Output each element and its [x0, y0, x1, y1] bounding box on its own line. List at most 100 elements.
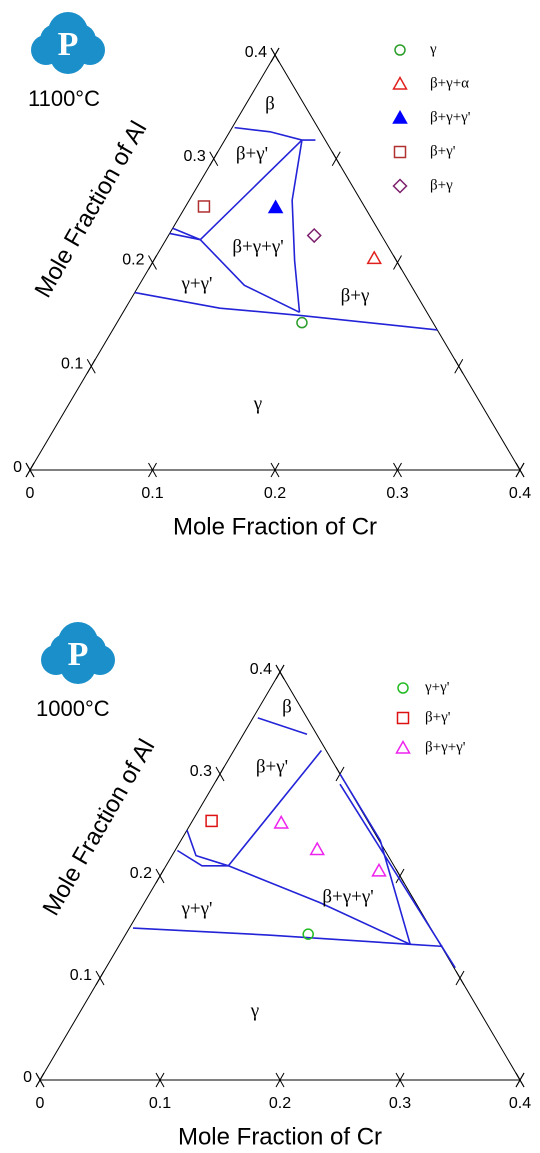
y-tick-label: 0.2 [122, 252, 144, 269]
legend-marker [397, 682, 409, 694]
region-label: β+γ' [236, 143, 268, 164]
region-label: β [265, 93, 275, 114]
x-tick-label: 0.4 [509, 1095, 531, 1112]
region-label: γ+γ' [181, 898, 213, 919]
legend-label: γ [429, 41, 437, 57]
legend-label: β+γ+γ' [430, 109, 471, 125]
x-tick-label: 0.1 [149, 1095, 171, 1112]
x-tick-label: 0.3 [386, 485, 408, 502]
tick-mark [393, 462, 402, 478]
logo-shape [50, 634, 82, 666]
data-point [205, 814, 218, 828]
data-point [309, 841, 325, 856]
legend-marker [392, 178, 408, 194]
data-point [371, 862, 387, 877]
tick-mark [331, 151, 341, 166]
logo-text: P [58, 26, 79, 63]
phase-boundary [339, 773, 411, 945]
y-tick-label: 0.2 [130, 865, 152, 882]
tick-mark [270, 47, 280, 63]
phase-boundary [228, 865, 411, 946]
tick-mark [35, 1072, 45, 1088]
tick-mark [86, 359, 96, 374]
triangle-frame [39, 671, 521, 1081]
y-tick-label: 0.1 [61, 355, 83, 372]
x-tick-label: 0.3 [389, 1095, 411, 1112]
temperature: 1100°C [28, 86, 100, 111]
tick-mark [515, 1072, 525, 1088]
x-tick-label: 0.2 [264, 485, 286, 502]
data-point [197, 200, 211, 213]
phase-boundary [234, 126, 316, 141]
tick-mark [155, 868, 165, 884]
logo-shape [64, 24, 96, 56]
tick-mark [395, 868, 405, 884]
region-label: β+γ+γ' [322, 886, 373, 907]
tick-mark [25, 462, 35, 478]
logo-shape [40, 24, 72, 56]
tick-mark [275, 1072, 285, 1088]
temperature: 1000°C [36, 696, 110, 721]
y-tick-label: 0.3 [190, 763, 212, 780]
tick-mark [275, 664, 285, 680]
region-label: β [282, 696, 292, 717]
data-point [267, 199, 284, 214]
data-point [306, 227, 322, 244]
y-tick-label: 0 [13, 459, 22, 476]
data-point [296, 316, 308, 329]
data-point [302, 928, 314, 940]
y-tick-label: 0.3 [184, 148, 206, 165]
region-label: γ+γ' [181, 273, 213, 294]
legend-marker [392, 75, 408, 90]
tick-mark [148, 255, 157, 270]
y-tick-label: 0 [23, 1069, 32, 1086]
legend-marker [395, 739, 411, 754]
x-tick-label: 0.4 [509, 485, 531, 502]
data-point [273, 814, 289, 829]
logo: P [31, 12, 105, 74]
phase-boundary [339, 783, 456, 969]
phase-boundary [132, 927, 443, 948]
phase-boundary [176, 849, 229, 867]
legend-marker [396, 711, 410, 725]
region-label: γ [250, 1000, 259, 1021]
tick-mark [95, 970, 105, 986]
tick-mark [209, 151, 219, 166]
x-tick-label: 0.2 [269, 1095, 291, 1112]
phase-boundary [227, 750, 323, 867]
x-axis-label: Mole Fraction of Cr [173, 513, 377, 540]
tick-mark [155, 1072, 165, 1088]
phase-boundary [169, 232, 201, 241]
x-tick-label: 0 [36, 1095, 45, 1112]
tick-mark [455, 970, 465, 986]
region-label: β+γ+γ' [232, 236, 283, 257]
y-axis-label: Mole Fraction of Al [30, 117, 153, 303]
y-axis-label: Mole Fraction of Al [38, 735, 161, 921]
region-label: γ [253, 393, 262, 414]
logo-shape [74, 634, 106, 666]
legend-label: β+γ' [430, 143, 456, 159]
logo-text: P [68, 636, 89, 673]
x-tick-label: 0.1 [141, 485, 163, 502]
legend-label: β+γ' [425, 709, 451, 725]
data-point [366, 250, 383, 265]
region-label: β+γ' [256, 756, 288, 777]
region-label: β+γ [341, 285, 370, 306]
x-axis-label: Mole Fraction of Cr [178, 1123, 382, 1150]
tick-mark [270, 462, 280, 478]
phase-boundary [186, 829, 229, 867]
tick-mark [454, 359, 464, 374]
legend-marker [392, 109, 408, 124]
legend-marker [394, 44, 406, 56]
phase-boundary [199, 139, 303, 241]
legend-label: β+γ+α [430, 75, 469, 91]
tick-mark [393, 255, 402, 270]
phase-boundary [134, 291, 438, 331]
tick-mark [515, 462, 525, 478]
legend-label: β+γ+γ' [425, 739, 466, 755]
phase-boundary [291, 139, 303, 313]
legend-marker [393, 145, 407, 159]
y-tick-label: 0.1 [70, 967, 92, 984]
